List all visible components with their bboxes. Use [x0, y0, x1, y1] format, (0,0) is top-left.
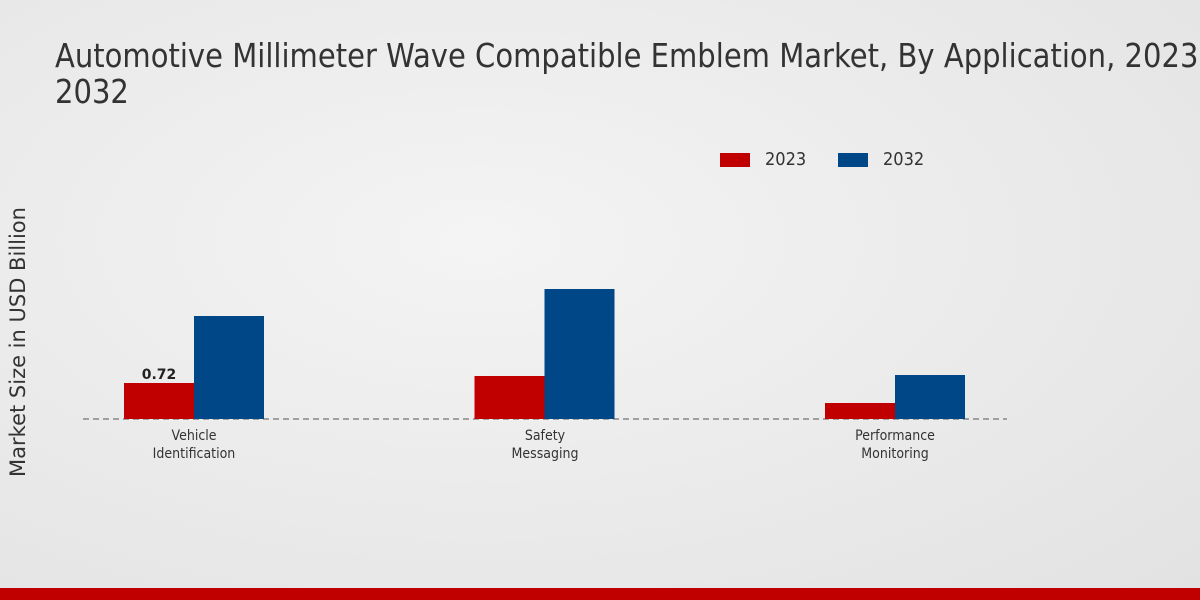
legend-swatch — [838, 153, 868, 167]
x-tick-label: Safety Messaging — [511, 428, 578, 462]
legend-swatch — [720, 153, 750, 167]
bar — [124, 383, 194, 419]
bar — [474, 376, 545, 419]
legend-label: 2032 — [883, 149, 925, 170]
bar — [825, 403, 895, 419]
data-label: 0.72 — [142, 367, 177, 383]
x-tick-label: Performance Monitoring — [855, 428, 935, 462]
x-tick-label: Vehicle Identification — [152, 428, 236, 462]
bar — [895, 375, 965, 419]
bar — [544, 289, 615, 419]
footer-bar — [0, 588, 1200, 600]
chart-title: Automotive Millimeter Wave Compatible Em… — [55, 36, 1200, 111]
bar — [194, 316, 264, 419]
legend-label: 2023 — [765, 149, 807, 170]
